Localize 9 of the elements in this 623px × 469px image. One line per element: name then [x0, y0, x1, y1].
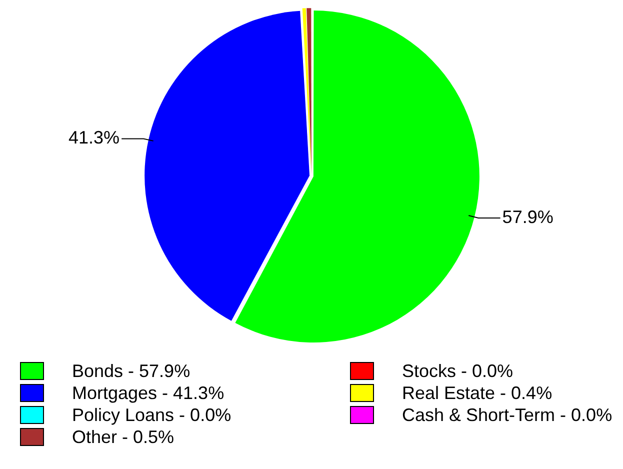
data-label: 57.9% — [502, 206, 554, 227]
legend-label: Policy Loans - 0.0% — [72, 404, 232, 426]
legend-label: Real Estate - 0.4% — [402, 382, 552, 404]
legend-label: Bonds - 57.9% — [72, 360, 190, 382]
legend-label: Stocks - 0.0% — [402, 360, 514, 382]
legend-label: Cash & Short-Term - 0.0% — [402, 404, 612, 426]
legend-label: Other - 0.5% — [72, 426, 174, 448]
data-label: 41.3% — [68, 128, 120, 148]
legend-label: Mortgages - 41.3% — [72, 382, 224, 404]
